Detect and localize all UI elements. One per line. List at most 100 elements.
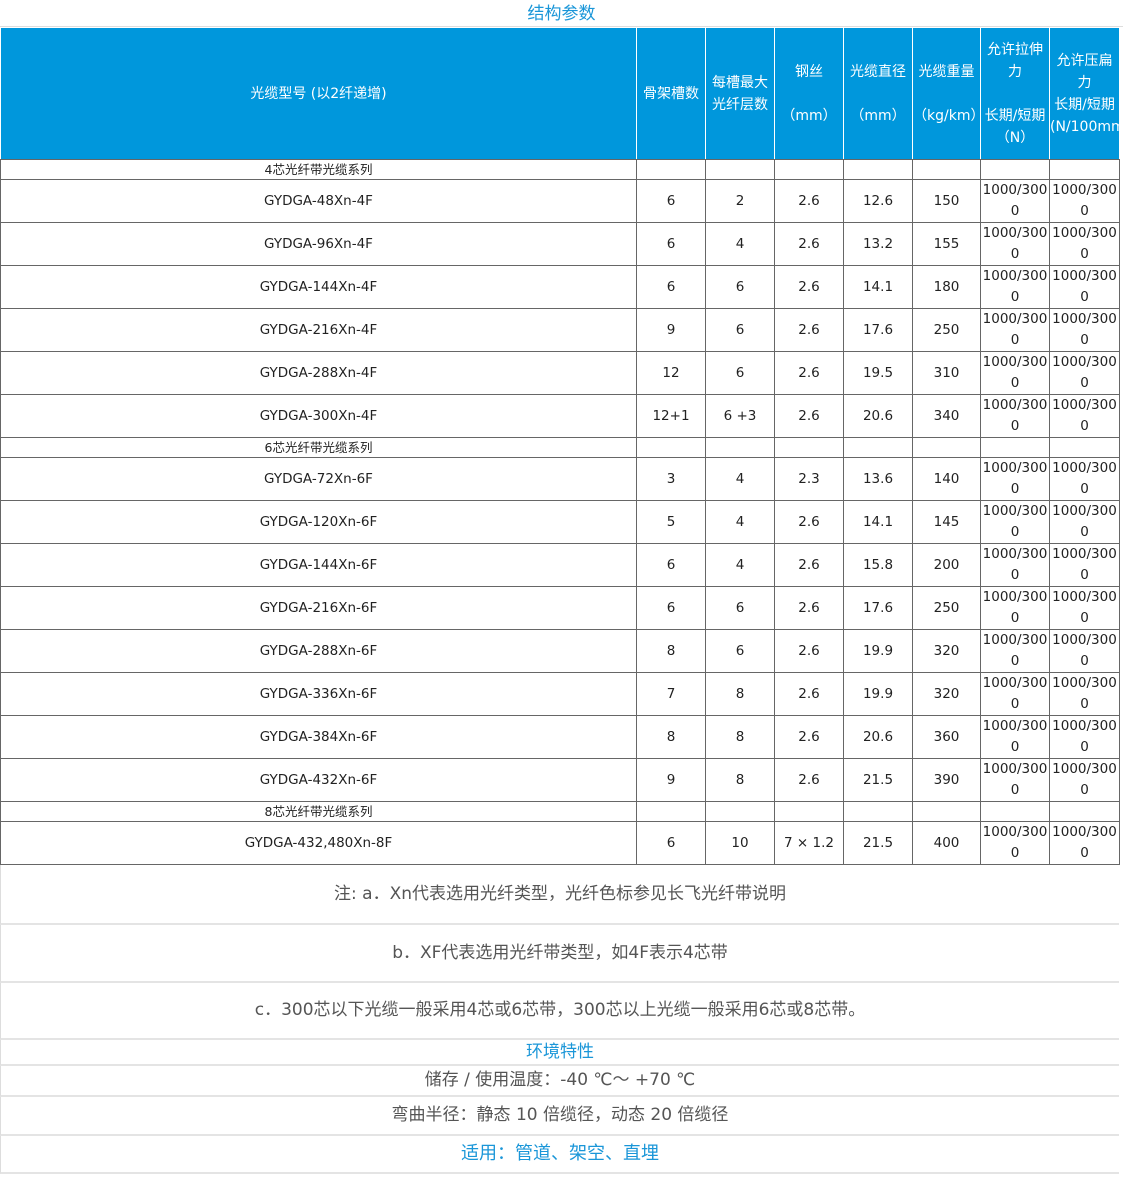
- table-cell: 17.6: [843, 586, 913, 630]
- table-cell: 13.6: [843, 457, 913, 501]
- cable-model: GYDGA-216Xn-4F: [0, 308, 637, 352]
- table-cell: 250: [912, 586, 981, 630]
- empty-cell: [1049, 159, 1120, 180]
- table-cell: 2.6: [774, 308, 844, 352]
- table-cell: 19.9: [843, 629, 913, 673]
- cable-model: GYDGA-384Xn-6F: [0, 715, 637, 759]
- table-row: GYDGA-96Xn-4F 6 4 2.6 13.2 155 1000/3000 1000/3…: [0, 222, 1120, 266]
- table-cell: 1000/3000: [980, 586, 1050, 630]
- table-cell: 15.8: [843, 543, 913, 587]
- table-cell: 400: [912, 821, 981, 865]
- column-header: 允许压扁力 长期/短期 (N/100mm): [1049, 27, 1120, 160]
- cable-model: GYDGA-144Xn-6F: [0, 543, 637, 587]
- table-cell: 1000/3000: [1049, 179, 1120, 223]
- column-header: 钢丝 （mm）: [774, 27, 844, 160]
- table-cell: 20.6: [843, 394, 913, 438]
- note-a: 注: a．Xn代表选用光纤类型，光纤色标参见长飞光纤带说明: [0, 865, 1119, 925]
- cable-model: GYDGA-48Xn-4F: [0, 179, 637, 223]
- table-cell: 2.6: [774, 265, 844, 309]
- table-cell: 1000/3000: [1049, 308, 1120, 352]
- empty-cell: [843, 159, 913, 180]
- table-cell: 200: [912, 543, 981, 587]
- table-cell: 1000/3000: [980, 758, 1050, 802]
- table-cell: 1000/3000: [980, 351, 1050, 395]
- table-cell: 12.6: [843, 179, 913, 223]
- table-cell: 8: [705, 672, 775, 716]
- table-cell: 2: [705, 179, 775, 223]
- table-row: GYDGA-216Xn-6F 6 6 2.6 17.6 250 1000/3000 1000/…: [0, 586, 1120, 630]
- empty-cell: [705, 437, 775, 458]
- table-cell: 6: [636, 179, 706, 223]
- table-cell: 6: [636, 543, 706, 587]
- table-cell: 1000/3000: [1049, 500, 1120, 544]
- table-cell: 2.6: [774, 758, 844, 802]
- empty-cell: [636, 437, 706, 458]
- cable-model: GYDGA-288Xn-6F: [0, 629, 637, 673]
- table-row: GYDGA-432Xn-6F 9 8 2.6 21.5 390 1000/3000 1000/…: [0, 758, 1120, 802]
- header-row: 光缆型号 (以2纤递增) 骨架槽数 每槽最大光纤层数 钢丝 （mm） 光缆直径 （mm）…: [0, 27, 1120, 160]
- table-cell: 3: [636, 457, 706, 501]
- spec-table: 光缆型号 (以2纤递增) 骨架槽数 每槽最大光纤层数 钢丝 （mm） 光缆直径 （mm）…: [0, 27, 1120, 865]
- table-cell: 1000/3000: [1049, 543, 1120, 587]
- table-cell: 2.6: [774, 179, 844, 223]
- env-temperature: 储存 / 使用温度：-40 ℃～ +70 ℃: [0, 1066, 1119, 1097]
- section-name: 8芯光纤带光缆系列: [0, 801, 637, 822]
- table-cell: 1000/3000: [1049, 821, 1120, 865]
- table-cell: 320: [912, 672, 981, 716]
- empty-cell: [774, 159, 844, 180]
- table-cell: 6: [705, 308, 775, 352]
- empty-cell: [980, 801, 1050, 822]
- table-cell: 1000/3000: [980, 629, 1050, 673]
- table-cell: 2.6: [774, 500, 844, 544]
- cable-model: GYDGA-288Xn-4F: [0, 351, 637, 395]
- table-cell: 6: [705, 351, 775, 395]
- table-cell: 1000/3000: [980, 394, 1050, 438]
- table-cell: 13.2: [843, 222, 913, 266]
- empty-cell: [912, 437, 981, 458]
- table-cell: 5: [636, 500, 706, 544]
- cable-model: GYDGA-96Xn-4F: [0, 222, 637, 266]
- table-cell: 2.6: [774, 543, 844, 587]
- empty-cell: [912, 801, 981, 822]
- table-cell: 310: [912, 351, 981, 395]
- table-cell: 390: [912, 758, 981, 802]
- table-cell: 360: [912, 715, 981, 759]
- env-bend-radius: 弯曲半径：静态 10 倍缆径，动态 20 倍缆径: [0, 1097, 1119, 1136]
- table-row: GYDGA-48Xn-4F 6 2 2.6 12.6 150 1000/3000 1000/3…: [0, 179, 1120, 223]
- column-header: 每槽最大光纤层数: [705, 27, 775, 160]
- empty-cell: [980, 159, 1050, 180]
- column-header: 允许拉伸力 长期/短期（N）: [980, 27, 1050, 160]
- table-cell: 8: [636, 629, 706, 673]
- table-cell: 1000/3000: [980, 543, 1050, 587]
- table-cell: 4: [705, 543, 775, 587]
- table-cell: 1000/3000: [1049, 394, 1120, 438]
- section-row: 6芯光纤带光缆系列: [0, 437, 1120, 458]
- table-cell: 140: [912, 457, 981, 501]
- table-cell: 2.6: [774, 715, 844, 759]
- table-cell: 7 × 1.2: [774, 821, 844, 865]
- table-cell: 19.9: [843, 672, 913, 716]
- table-cell: 1000/3000: [1049, 715, 1120, 759]
- table-cell: 1000/3000: [980, 821, 1050, 865]
- cable-model: GYDGA-432,480Xn-8F: [0, 821, 637, 865]
- table-row: GYDGA-336Xn-6F 7 8 2.6 19.9 320 1000/3000 1000/…: [0, 672, 1120, 716]
- table-cell: 320: [912, 629, 981, 673]
- table-cell: 9: [636, 308, 706, 352]
- empty-cell: [774, 437, 844, 458]
- table-cell: 8: [636, 715, 706, 759]
- table-cell: 1000/3000: [1049, 265, 1120, 309]
- empty-cell: [980, 437, 1050, 458]
- empty-cell: [636, 801, 706, 822]
- cable-model: GYDGA-144Xn-4F: [0, 265, 637, 309]
- table-cell: 6: [636, 586, 706, 630]
- table-cell: 1000/3000: [1049, 222, 1120, 266]
- table-cell: 6: [636, 222, 706, 266]
- table-cell: 8: [705, 715, 775, 759]
- table-cell: 1000/3000: [1049, 351, 1120, 395]
- table-cell: 14.1: [843, 500, 913, 544]
- cable-model: GYDGA-72Xn-6F: [0, 457, 637, 501]
- table-row: GYDGA-384Xn-6F 8 8 2.6 20.6 360 1000/3000 1000/…: [0, 715, 1120, 759]
- table-cell: 21.5: [843, 821, 913, 865]
- table-cell: 340: [912, 394, 981, 438]
